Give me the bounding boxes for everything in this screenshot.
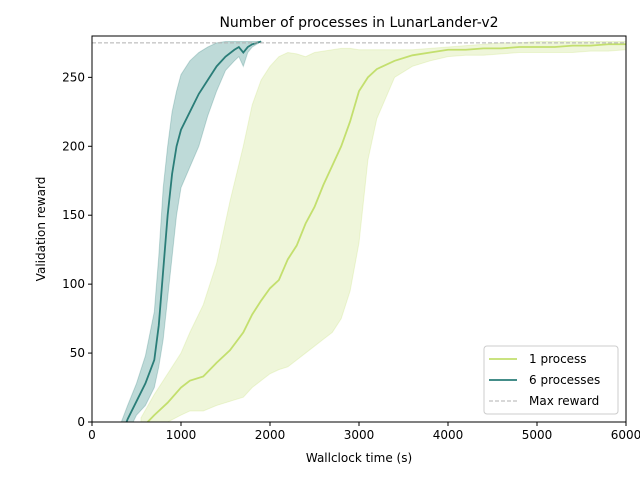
x-tick-label: 5000 (522, 428, 553, 442)
legend-label: Max reward (529, 394, 599, 408)
y-tick-label: 200 (62, 139, 85, 153)
y-tick-label: 150 (62, 208, 85, 222)
x-tick-label: 4000 (433, 428, 464, 442)
series-lines (125, 40, 626, 422)
x-tick-label: 0 (88, 428, 96, 442)
series-band-1 (140, 41, 626, 422)
x-tick-label: 2000 (255, 428, 286, 442)
legend-box (483, 345, 619, 415)
series-line-2 (125, 40, 262, 422)
y-tick-label: 50 (70, 346, 85, 360)
x-axis-ticks: 0 1000 2000 3000 4000 5000 6000 (88, 422, 640, 442)
y-tick-label: 0 (77, 415, 85, 429)
x-axis-label: Wallclock time (s) (306, 451, 412, 465)
y-tick-label: 100 (62, 277, 85, 291)
x-tick-label: 6000 (611, 428, 640, 442)
x-tick-label: 1000 (166, 428, 197, 442)
y-axis-label: Validation reward (34, 177, 48, 282)
legend-label: 1 process (529, 352, 587, 366)
chart-title: Number of processes in LunarLander-v2 (219, 15, 498, 31)
legend: 1 process 6 processes Max reward (483, 345, 619, 415)
y-tick-label: 250 (62, 70, 85, 84)
x-tick-label: 3000 (344, 428, 375, 442)
series-line-1 (146, 43, 626, 422)
legend-label: 6 processes (529, 373, 600, 387)
y-axis-ticks: 0 50 100 150 200 250 (62, 70, 92, 429)
